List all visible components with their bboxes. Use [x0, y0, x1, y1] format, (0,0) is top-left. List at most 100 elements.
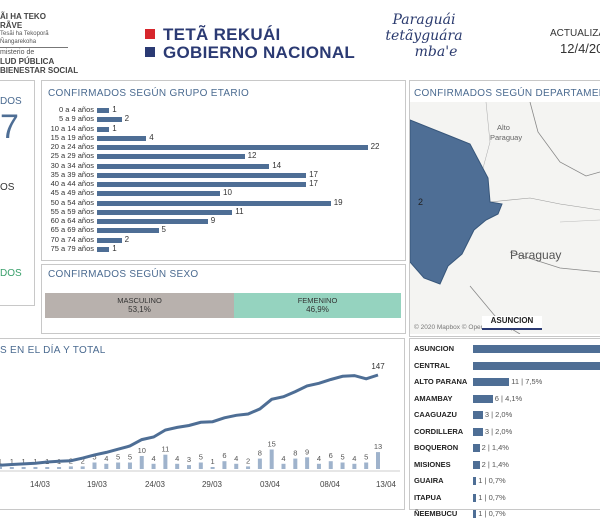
daily-chart: 1111112254551041143516428154894654513147… — [0, 362, 400, 489]
gov-title-text-2: GOBIERNO NACIONAL — [163, 43, 356, 62]
age-bar-11[interactable] — [97, 209, 233, 215]
daily-bar-25 — [293, 458, 298, 469]
daily-bar-label-26: 9 — [305, 447, 309, 456]
daily-bar-label-19: 6 — [222, 451, 226, 460]
age-value-6: 14 — [272, 160, 282, 170]
age-value-9: 10 — [223, 188, 232, 198]
sex-chart-title: CONFIRMADOS SEGÚN SEXO — [48, 269, 199, 280]
asuncion-tab[interactable]: ASUNCION — [482, 316, 542, 330]
daily-bar-32 — [376, 452, 380, 469]
daily-bar-label-15: 4 — [175, 454, 179, 463]
age-bar-5[interactable] — [97, 154, 245, 160]
dept-bar-8[interactable] — [473, 477, 477, 485]
ministry-line-6: BIENESTAR SOCIAL — [0, 66, 79, 75]
dept-bar-0[interactable] — [473, 345, 600, 353]
daily-bar-9 — [104, 463, 109, 469]
ministry-line-2: RÃVE — [0, 21, 23, 30]
daily-bar-1 — [9, 467, 14, 469]
map-label-alto: Alto — [497, 123, 510, 132]
ministry-line-3: Tesãi ha Tekoporã Ñangarekoha — [0, 31, 49, 45]
gov-title-line2: GOBIERNO NACIONAL — [145, 43, 355, 63]
dept-bar-2[interactable] — [473, 378, 510, 386]
daily-bar-18 — [210, 467, 215, 469]
age-bar-15[interactable] — [97, 246, 110, 252]
dept-value-8: 1 | 0,7% — [478, 476, 506, 485]
age-bar-10[interactable] — [97, 200, 331, 206]
dept-bar-1[interactable] — [473, 361, 600, 370]
daily-bar-label-21: 2 — [246, 456, 250, 465]
age-bar-4[interactable] — [97, 145, 368, 150]
paraguai-script-logo: Paraguái tetãyguára mba'e — [383, 12, 465, 60]
dept-bar-4[interactable] — [473, 411, 483, 419]
daily-bar-27 — [316, 463, 321, 469]
daily-bar-label-25: 8 — [293, 449, 297, 458]
age-bar-9[interactable] — [97, 191, 220, 197]
dept-value-9: 1 | 0,7% — [478, 492, 506, 502]
daily-bar-label-8: 5 — [92, 453, 96, 462]
ministry-logo: ÃI HA TEKO RÃVE Tesãi ha Tekoporã Ñangar… — [0, 12, 80, 75]
department-map[interactable]: 2 Alto Paraguay Paraguay — [410, 102, 600, 334]
x-tick-0: 14/03 — [30, 480, 51, 489]
dept-label-0: ASUNCION — [414, 344, 455, 353]
dept-bar-9[interactable] — [473, 493, 477, 502]
age-value-15: 1 — [112, 243, 117, 253]
x-tick-5: 08/04 — [320, 480, 341, 489]
sex-bar-masculino[interactable] — [45, 293, 234, 318]
daily-bar-20 — [234, 463, 239, 469]
age-value-12: 9 — [210, 216, 216, 225]
dept-label-7: MISIONES — [414, 459, 451, 469]
dept-value-7: 2 | 1,4% — [481, 459, 509, 469]
daily-bar-8 — [92, 462, 97, 469]
age-label-14: 70 a 74 años — [50, 234, 94, 244]
dept-bar-3[interactable] — [473, 394, 493, 403]
age-label-13: 65 a 69 años — [50, 225, 94, 235]
daily-bar-11 — [127, 462, 132, 469]
total-line — [0, 373, 379, 467]
summary-green-label: DOS — [0, 268, 22, 279]
daily-bar-3 — [33, 467, 38, 469]
daily-bar-label-18: 1 — [211, 457, 215, 466]
age-bar-13[interactable] — [97, 228, 159, 234]
dept-bar-6[interactable] — [473, 444, 480, 452]
dept-value-10: 1 | 0,7% — [478, 509, 506, 518]
daily-bar-5 — [57, 467, 62, 469]
script-line-2: tetãyguára — [385, 28, 463, 44]
age-label-9: 45 a 49 años — [50, 188, 94, 198]
age-label-1: 5 a 9 años — [58, 114, 94, 124]
sex-bar-femenino[interactable] — [234, 293, 401, 318]
daily-bar-label-30: 4 — [352, 454, 356, 463]
age-bar-12[interactable] — [97, 219, 208, 224]
map-attribution: © 2020 Mapbox © OpenStreetMap — [414, 324, 515, 331]
age-bar-3[interactable] — [97, 135, 147, 141]
age-label-10: 50 a 54 años — [50, 197, 94, 207]
dept-value-6: 2 | 1,4% — [481, 443, 509, 452]
updated-label: ACTUALIZA — [550, 28, 600, 39]
age-bar-7[interactable] — [97, 172, 307, 178]
daily-bar-13 — [151, 463, 156, 469]
x-tick-4: 03/04 — [260, 480, 281, 489]
dept-bar-5[interactable] — [473, 427, 483, 436]
age-bar-0[interactable] — [97, 108, 110, 113]
dept-label-3: AMAMBAY — [414, 393, 453, 403]
daily-bar-label-24: 4 — [281, 454, 285, 463]
age-bar-8[interactable] — [97, 182, 307, 187]
navy-square-icon — [145, 47, 155, 57]
daily-bar-label-9: 4 — [104, 454, 108, 463]
dept-label-8: GUAIRA — [414, 476, 444, 485]
daily-bar-label-14: 11 — [161, 445, 169, 454]
age-value-8: 17 — [309, 179, 318, 188]
age-bar-1[interactable] — [97, 117, 122, 123]
age-bar-14[interactable] — [97, 237, 122, 243]
daily-bar-0 — [0, 467, 2, 469]
dept-bar-7[interactable] — [473, 460, 480, 469]
total-end-label: 147 — [371, 362, 385, 371]
age-label-2: 10 a 14 años — [50, 123, 94, 133]
daily-bar-23 — [269, 449, 274, 469]
age-bar-2[interactable] — [97, 126, 110, 132]
dept-value-5: 3 | 2,0% — [484, 426, 513, 436]
dept-bar-10[interactable] — [473, 510, 477, 518]
dept-value-2: 11 | 7,5% — [511, 377, 543, 386]
daily-bar-label-28: 6 — [329, 451, 333, 460]
age-bar-6[interactable] — [97, 163, 270, 169]
map-label-alto-2: Paraguay — [490, 133, 522, 142]
